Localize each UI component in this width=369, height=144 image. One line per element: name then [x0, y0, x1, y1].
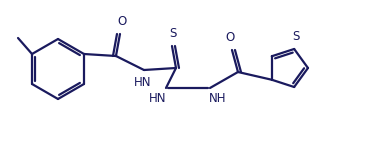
- Text: NH: NH: [209, 92, 227, 105]
- Text: S: S: [293, 30, 300, 43]
- Text: S: S: [169, 27, 177, 40]
- Text: O: O: [117, 15, 127, 28]
- Text: HN: HN: [134, 76, 152, 89]
- Text: HN: HN: [149, 92, 167, 105]
- Text: O: O: [225, 31, 235, 44]
